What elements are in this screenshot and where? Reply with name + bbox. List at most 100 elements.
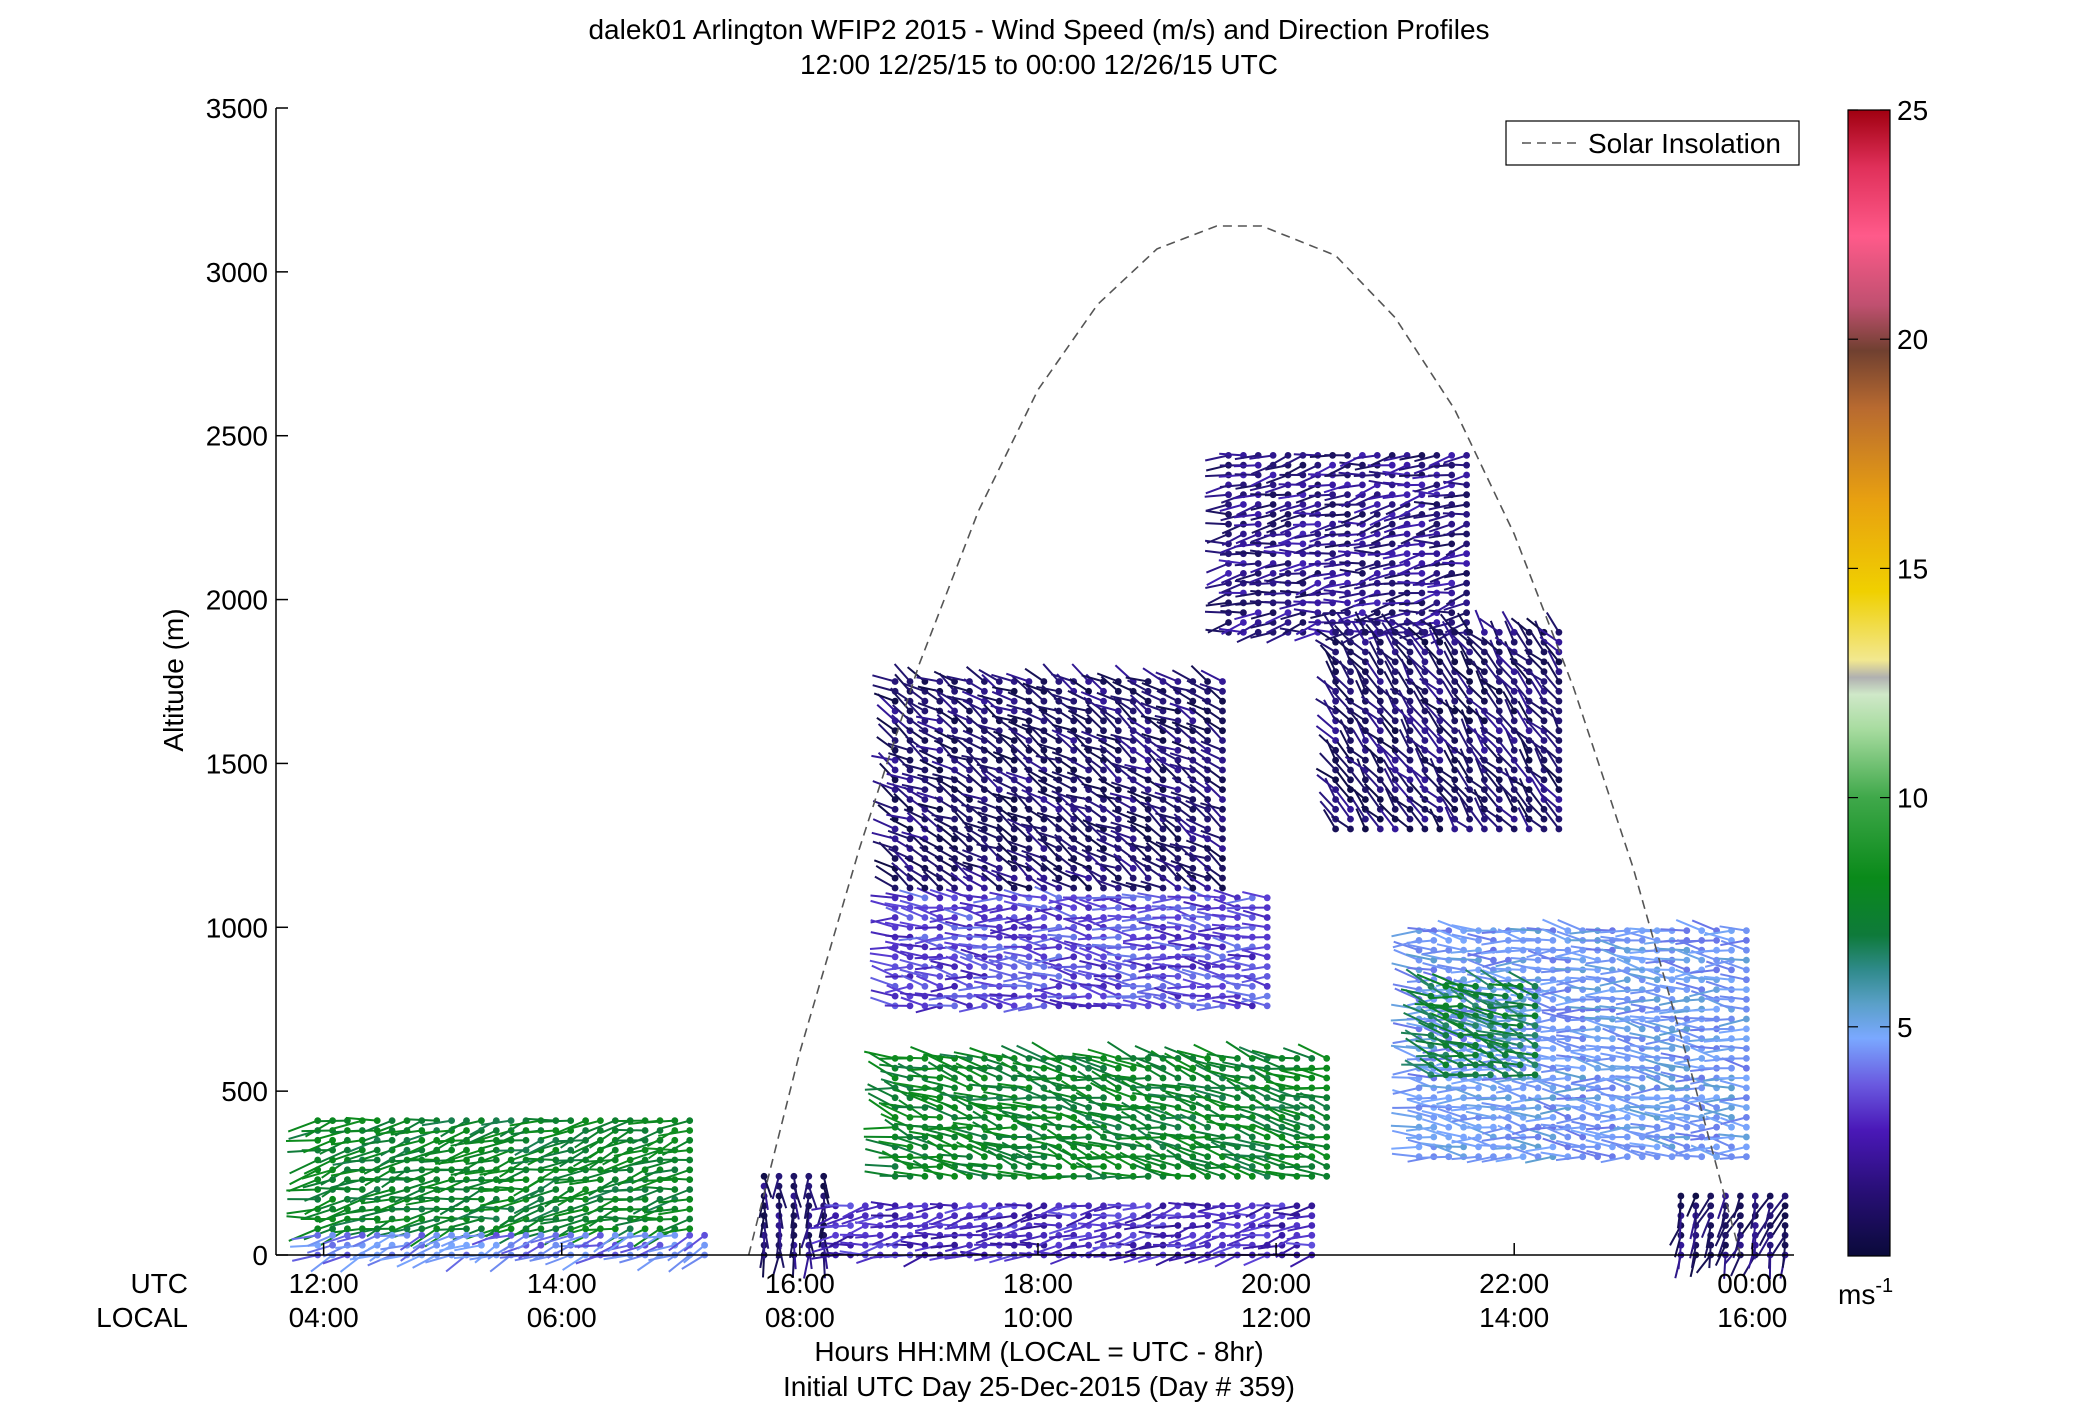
wind-barb-point xyxy=(1254,461,1262,469)
wind-barb-shaft xyxy=(1058,1139,1089,1148)
wind-barb-point xyxy=(1263,923,1271,931)
wind-barb-shaft xyxy=(929,945,955,951)
wind-barb-shaft xyxy=(1164,1046,1194,1060)
wind-barb-point xyxy=(1114,756,1122,764)
wind-barb-shaft xyxy=(910,1094,941,1109)
wind-barb-shaft xyxy=(347,1149,378,1161)
wind-barb-point xyxy=(1299,560,1307,567)
wind-barb-point xyxy=(891,1231,899,1239)
wind-barb-point xyxy=(1219,678,1226,685)
wind-barb-point xyxy=(1144,707,1152,715)
wind-barb-point xyxy=(995,678,1003,685)
wind-barb-shaft xyxy=(1264,493,1289,497)
wind-barb-shaft xyxy=(1263,533,1289,537)
wind-barb-point xyxy=(1070,1104,1078,1111)
wind-barb-shaft xyxy=(1028,1150,1059,1158)
wind-barb-point xyxy=(1010,884,1018,892)
wind-barb-point xyxy=(1510,628,1518,636)
wind-barb-shaft xyxy=(928,936,955,943)
wind-barb-point xyxy=(1284,609,1292,617)
wind-barb-point xyxy=(1204,678,1211,685)
wind-barb-shaft xyxy=(307,1234,333,1247)
wind-barb-point xyxy=(1100,874,1107,882)
wind-barb-shaft xyxy=(407,1188,438,1202)
wind-barb-point xyxy=(1323,1163,1331,1170)
wind-barb-point xyxy=(981,1231,988,1239)
wind-barb-point xyxy=(1362,825,1369,833)
wind-barb-point xyxy=(951,884,958,892)
wind-barb-point xyxy=(891,992,899,1000)
wind-barb-shaft xyxy=(973,975,1000,979)
wind-barb-shaft xyxy=(870,989,896,998)
wind-barb-point xyxy=(1189,933,1197,941)
wind-barb-point xyxy=(1025,1163,1033,1170)
wind-barb-point xyxy=(891,943,899,951)
wind-barb-shaft xyxy=(914,926,940,930)
wind-barb-shaft xyxy=(1000,1154,1030,1168)
wind-barb-point xyxy=(1025,1084,1033,1092)
wind-barb-shaft xyxy=(289,1168,319,1186)
wind-barb-shaft xyxy=(953,1116,985,1120)
wind-barb-shaft xyxy=(1212,1244,1238,1255)
wind-barb-shaft xyxy=(990,1214,1015,1221)
wind-barb-point xyxy=(1129,1212,1137,1220)
wind-barb-shaft xyxy=(1031,1041,1060,1060)
wind-barb-point xyxy=(1100,1231,1107,1239)
wind-barb-shaft xyxy=(352,1234,378,1248)
wind-barb-point xyxy=(951,815,958,823)
wind-barb-shaft xyxy=(953,1162,985,1168)
wind-barb-shaft xyxy=(405,1118,437,1122)
wind-barb-shaft xyxy=(1251,1168,1283,1178)
wind-barb-shaft xyxy=(1272,1211,1298,1217)
wind-barb-shaft xyxy=(1104,1150,1134,1168)
wind-barb-shaft xyxy=(1036,877,1060,889)
wind-barb-shaft xyxy=(1116,1136,1149,1140)
wind-barb-point xyxy=(1040,1123,1048,1131)
wind-barb-shaft xyxy=(571,1198,601,1211)
wind-barb-point xyxy=(1376,786,1384,793)
wind-barb-shaft xyxy=(1122,1204,1149,1211)
wind-barb-shaft xyxy=(790,1215,795,1239)
wind-barb-point xyxy=(1085,953,1092,961)
wind-barb-point xyxy=(1388,540,1396,548)
wind-barb-point xyxy=(1100,1064,1107,1072)
wind-barb-shaft xyxy=(1264,592,1289,596)
wind-barb-shaft xyxy=(885,892,911,899)
wind-barb-point xyxy=(936,1104,944,1111)
wind-barb-shaft xyxy=(1075,1091,1104,1109)
wind-barb-point xyxy=(1263,894,1271,902)
wind-barb-point xyxy=(1100,1163,1107,1170)
wind-barb-point xyxy=(981,687,988,695)
wind-barb-shaft xyxy=(1296,1092,1327,1099)
wind-barb-shaft xyxy=(405,1198,437,1206)
wind-barb-shaft xyxy=(1168,1234,1194,1245)
wind-barb-shaft xyxy=(855,1234,881,1239)
wind-barb-point xyxy=(1344,491,1351,499)
wind-barb-point xyxy=(1391,668,1399,676)
wind-barb-shaft xyxy=(648,1244,676,1253)
wind-barb-shaft xyxy=(1197,894,1223,899)
wind-barb-point xyxy=(1189,963,1197,970)
wind-barb-shaft xyxy=(1091,1070,1119,1089)
wind-barb-point xyxy=(1495,697,1503,705)
wind-barb-point xyxy=(1463,609,1470,617)
wind-barb-point xyxy=(951,1002,958,1010)
wind-barb-point xyxy=(1284,520,1292,528)
wind-barb-point xyxy=(403,1215,411,1223)
wind-barb-point xyxy=(1391,805,1399,813)
wind-barb-point xyxy=(1269,501,1277,508)
wind-barb-point xyxy=(478,1231,485,1239)
wind-barb-shaft xyxy=(683,1234,706,1252)
wind-barb-point xyxy=(906,963,914,970)
wind-barb-point xyxy=(1510,815,1518,823)
wind-barb-shaft xyxy=(361,1188,393,1199)
wind-barb-point xyxy=(1466,825,1473,833)
wind-barb-point xyxy=(597,1176,604,1183)
wind-barb-point xyxy=(1555,756,1563,764)
wind-barb-shaft xyxy=(1141,1204,1164,1218)
wind-barb-shaft xyxy=(1108,1242,1134,1247)
chart-title-line-1: dalek01 Arlington WFIP2 2015 - Wind Spee… xyxy=(588,14,1489,45)
wind-barb-shaft xyxy=(304,1198,334,1216)
wind-barb-point xyxy=(1406,746,1414,754)
wind-barb-shaft xyxy=(1428,609,1452,614)
